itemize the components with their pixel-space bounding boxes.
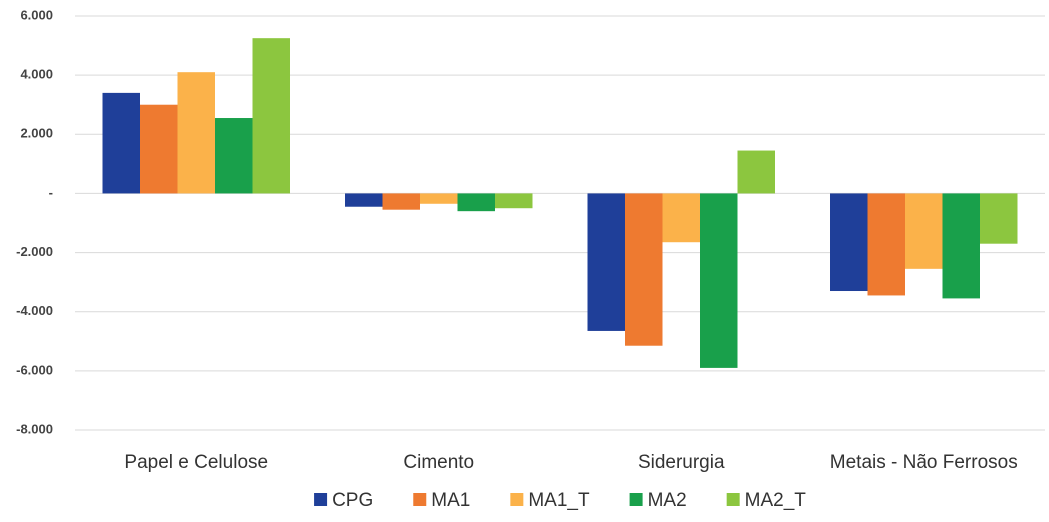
bar [905,193,943,269]
bar [495,193,533,209]
bar [625,193,663,346]
y-tick-label: -2.000 [16,244,53,259]
legend-swatch [510,493,524,506]
legend-label: CPG [332,490,373,511]
legend-label: MA1_T [528,490,590,511]
bar [942,193,980,299]
legend-label: MA2_T [745,490,807,511]
bar [252,38,290,194]
bar [345,193,383,207]
bar [140,104,178,194]
legend-swatch [314,493,328,506]
bar [420,193,458,204]
legend-swatch [726,493,740,506]
bar [382,193,420,210]
legend-swatch [413,493,427,506]
legend-label: MA1 [431,490,470,511]
bar [867,193,905,296]
x-tick-label: Cimento [403,452,474,473]
bar [102,92,140,194]
legend-swatch [629,493,643,506]
bar [737,150,775,194]
bar [587,193,625,331]
bar [177,72,215,194]
y-tick-label: 2.000 [20,126,53,141]
x-tick-label: Papel e Celulose [124,452,268,473]
bar [980,193,1018,244]
y-tick-label: 4.000 [20,67,53,82]
bar [457,193,495,212]
bar [215,118,253,194]
y-tick-label: -8.000 [16,421,53,436]
y-tick-label: 6.000 [20,7,53,22]
y-tick-label: -4.000 [16,303,53,318]
y-tick-label: -6.000 [16,362,53,377]
y-tick-label: - [49,185,53,200]
bar [700,193,738,368]
x-tick-label: Siderurgia [638,452,725,473]
bar [830,193,868,292]
bar [662,193,700,243]
legend-label: MA2 [648,490,687,511]
x-tick-label: Metais - Não Ferrosos [830,452,1018,473]
